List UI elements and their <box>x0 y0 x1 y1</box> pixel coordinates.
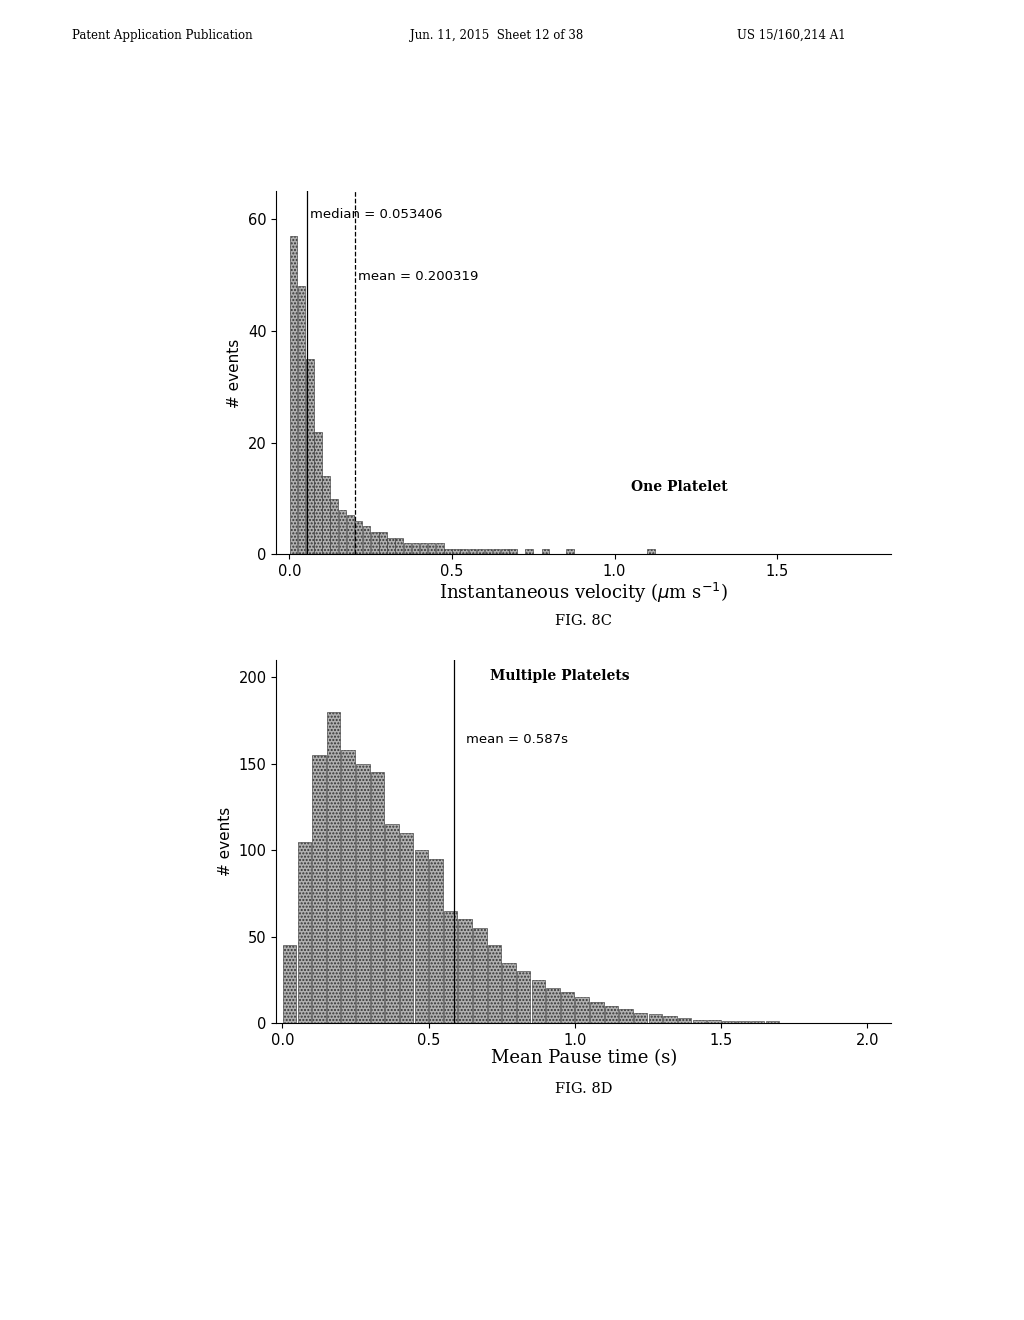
Bar <box>566 549 573 554</box>
Bar <box>664 1016 677 1023</box>
Bar <box>283 945 296 1023</box>
Bar <box>323 477 330 554</box>
Bar <box>501 549 509 554</box>
Bar <box>428 544 435 554</box>
Bar <box>415 850 428 1023</box>
Bar <box>590 1002 603 1023</box>
Text: mean = 0.587s: mean = 0.587s <box>466 733 567 746</box>
Bar <box>708 1019 721 1023</box>
Bar <box>517 972 530 1023</box>
Bar <box>487 945 501 1023</box>
Text: Instantaneous velocity ($\mu$m s$^{-1}$): Instantaneous velocity ($\mu$m s$^{-1}$) <box>439 581 728 605</box>
Bar <box>341 750 355 1023</box>
Bar <box>395 537 402 554</box>
Bar <box>477 549 484 554</box>
Bar <box>371 772 384 1023</box>
Bar <box>692 1019 706 1023</box>
Bar <box>355 521 362 554</box>
Text: Mean Pause time (s): Mean Pause time (s) <box>490 1049 677 1068</box>
Bar <box>387 537 395 554</box>
Bar <box>312 755 326 1023</box>
Text: Patent Application Publication: Patent Application Publication <box>72 29 252 42</box>
Bar <box>531 979 545 1023</box>
Bar <box>403 544 411 554</box>
Bar <box>766 1022 779 1023</box>
Bar <box>605 1006 618 1023</box>
Y-axis label: # events: # events <box>227 338 243 408</box>
Text: mean = 0.200319: mean = 0.200319 <box>357 269 478 282</box>
Bar <box>314 432 322 554</box>
Bar <box>469 549 476 554</box>
Bar <box>722 1022 735 1023</box>
Bar <box>290 236 297 554</box>
Text: FIG. 8C: FIG. 8C <box>555 614 612 628</box>
Bar <box>347 515 354 554</box>
Bar <box>420 544 427 554</box>
Bar <box>678 1018 691 1023</box>
Bar <box>327 711 340 1023</box>
Bar <box>331 499 338 554</box>
Bar <box>412 544 419 554</box>
Bar <box>484 549 493 554</box>
Bar <box>306 359 313 554</box>
Bar <box>473 928 486 1023</box>
Bar <box>356 764 370 1023</box>
Bar <box>461 549 468 554</box>
Text: One Platelet: One Platelet <box>631 480 727 495</box>
Bar <box>459 919 472 1023</box>
Bar <box>379 532 387 554</box>
Bar <box>444 549 452 554</box>
Text: median = 0.053406: median = 0.053406 <box>310 209 442 222</box>
Bar <box>298 286 305 554</box>
Bar <box>385 824 398 1023</box>
Bar <box>648 1014 663 1023</box>
Bar <box>362 527 371 554</box>
Bar <box>736 1022 750 1023</box>
Bar <box>575 997 589 1023</box>
Bar <box>634 1012 647 1023</box>
Text: US 15/160,214 A1: US 15/160,214 A1 <box>737 29 846 42</box>
Bar <box>453 549 460 554</box>
Bar <box>546 989 560 1023</box>
Bar <box>509 549 517 554</box>
Bar <box>443 911 458 1023</box>
Bar <box>298 842 311 1023</box>
Bar <box>647 549 655 554</box>
Bar <box>542 549 549 554</box>
Bar <box>620 1010 633 1023</box>
Bar <box>561 991 574 1023</box>
Text: Multiple Platelets: Multiple Platelets <box>490 669 630 682</box>
Bar <box>503 962 516 1023</box>
Bar <box>525 549 532 554</box>
Bar <box>400 833 414 1023</box>
Bar <box>436 544 443 554</box>
Text: Jun. 11, 2015  Sheet 12 of 38: Jun. 11, 2015 Sheet 12 of 38 <box>410 29 583 42</box>
Bar <box>429 859 442 1023</box>
Bar <box>339 510 346 554</box>
Y-axis label: # events: # events <box>218 807 233 876</box>
Bar <box>751 1022 765 1023</box>
Text: FIG. 8D: FIG. 8D <box>555 1082 612 1097</box>
Bar <box>371 532 379 554</box>
Bar <box>493 549 501 554</box>
